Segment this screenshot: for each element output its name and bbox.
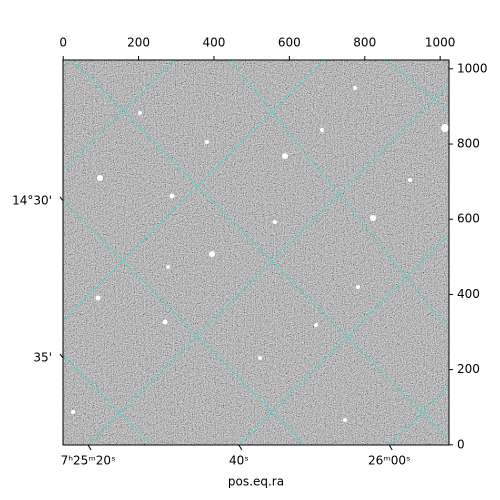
x-axis-label: pos.eq.ra <box>228 475 284 489</box>
x-tick-label: 600 <box>278 36 301 50</box>
sky-image <box>63 60 449 445</box>
y-tick-label: 1000 <box>457 61 488 75</box>
x-tick-label: 400 <box>203 36 226 50</box>
dec-tick <box>59 196 64 202</box>
ra-tick <box>238 444 243 451</box>
ra-tick-label: 26ᵐ00ˢ <box>368 454 411 468</box>
ra-tick-label: 40ˢ <box>229 454 249 468</box>
y-tick-label: 800 <box>457 137 480 151</box>
y-tick-label: 600 <box>457 212 480 226</box>
x-tick-label: 1000 <box>425 36 456 50</box>
dec-tick <box>59 353 64 359</box>
ra-tick <box>388 444 393 451</box>
dec-tick-label: 35' <box>33 350 52 364</box>
ra-tick <box>87 444 92 451</box>
dec-tick-label: 14°30' <box>12 193 52 207</box>
x-tick-label: 200 <box>127 36 150 50</box>
frame <box>62 59 450 446</box>
ra-tick-label: 7ʰ25ᵐ20ˢ <box>61 454 116 468</box>
x-tick-label: 0 <box>59 36 67 50</box>
y-tick-label: 400 <box>457 287 480 301</box>
y-tick-label: 200 <box>457 362 480 376</box>
y-tick-label: 0 <box>457 437 465 451</box>
x-tick-label: 800 <box>353 36 376 50</box>
